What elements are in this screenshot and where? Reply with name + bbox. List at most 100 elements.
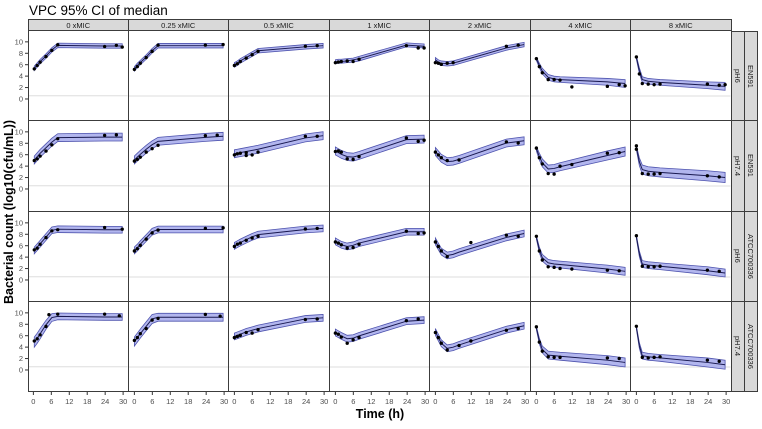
panel-canvas <box>530 146 630 187</box>
observation-point <box>705 174 710 178</box>
panel-canvas <box>329 42 429 97</box>
observation-point <box>451 60 455 65</box>
observation-point <box>569 266 574 271</box>
observation-point <box>557 355 562 359</box>
ci-ribbon <box>33 312 123 349</box>
observation-point <box>114 43 119 48</box>
observation-point <box>102 225 107 229</box>
observation-point <box>356 57 361 61</box>
vpc-panel-row2-col3 <box>229 121 330 212</box>
observation-point <box>149 49 154 54</box>
observation-point <box>244 238 248 242</box>
ci-ribbon <box>635 145 726 184</box>
observation-point <box>132 159 136 164</box>
observation-point <box>557 78 562 82</box>
observation-point <box>504 140 509 144</box>
x-axis-canvas: 0 6 12 18 24 30 <box>433 392 529 406</box>
observation-point <box>135 335 139 340</box>
observation-point <box>540 349 544 353</box>
x-tick-label: 0 <box>433 397 437 406</box>
observation-point <box>336 332 340 336</box>
y-tick-label: 6 <box>19 331 23 340</box>
observation-point <box>155 143 160 148</box>
x-tick-label: 24 <box>704 397 712 406</box>
observation-point <box>433 330 438 334</box>
facet-grid: 0 xMIC 0.25 xMIC 0.5 xMIC 1 xMIC 2 xMIC … <box>0 19 758 408</box>
observation-point <box>646 355 650 360</box>
x-axis-canvas: 0 6 12 18 24 30 <box>333 392 429 406</box>
observation-point <box>345 341 349 345</box>
ci-ribbon <box>133 312 224 347</box>
y-tick-label: 4 <box>19 342 23 351</box>
observation-point <box>203 226 207 230</box>
facet-col-strip-05xmic: 0.5 xMIC <box>229 19 330 31</box>
ci-ribbon <box>233 313 324 341</box>
x-axis-canvas: 0 6 12 18 24 30 <box>534 392 630 406</box>
vpc-panel-row4-col5 <box>430 301 531 392</box>
observation-point <box>44 54 48 59</box>
ci-ribbon <box>33 224 123 255</box>
observation-point <box>439 341 443 345</box>
observation-point <box>537 156 541 160</box>
vpc-panel-row1-col3 <box>229 31 330 122</box>
grid-corner <box>0 19 28 31</box>
observation-point <box>617 82 621 87</box>
x-tick-label: 12 <box>668 397 676 406</box>
x-tick-label: 30 <box>621 397 629 406</box>
x-tick-label: 18 <box>385 397 393 406</box>
vpc-panel-row4-col1 <box>28 301 129 392</box>
observation-point <box>421 138 426 143</box>
observation-point <box>540 162 544 166</box>
observation-point <box>634 324 639 328</box>
observation-point <box>551 77 556 82</box>
observation-point <box>56 227 60 231</box>
facet-col-label: 4 xMIC <box>568 20 593 30</box>
observation-point <box>333 331 337 335</box>
observation-point <box>646 264 650 268</box>
median-line <box>334 138 424 158</box>
observation-point <box>232 335 237 340</box>
observation-point <box>504 328 509 332</box>
observation-point <box>56 312 60 316</box>
observation-point <box>244 330 248 334</box>
observation-point <box>238 240 242 245</box>
ci-ribbon <box>133 225 224 255</box>
panel-canvas <box>631 144 731 187</box>
x-tick-label: 0 <box>232 397 236 406</box>
facet-row-strip-ph-2: pH7.4 <box>731 121 745 212</box>
observation-point <box>244 154 248 158</box>
y-tick-label: 0 <box>19 275 23 284</box>
x-axis-canvas: 0 6 12 18 24 30 <box>31 392 127 406</box>
y-tick-label: 4 <box>19 252 23 261</box>
observation-point <box>238 333 242 337</box>
observation-point <box>433 239 438 244</box>
observation-point <box>646 172 650 177</box>
y-tick-label: 8 <box>19 139 23 148</box>
x-tick-label: 6 <box>49 397 53 406</box>
observation-point <box>244 151 248 155</box>
observation-point <box>232 244 237 248</box>
observation-point <box>50 48 54 53</box>
observation-point <box>436 335 441 340</box>
observation-point <box>135 157 139 162</box>
observation-point <box>617 151 621 155</box>
observation-point <box>540 257 544 262</box>
observation-point <box>622 84 627 88</box>
ci-ribbon <box>535 235 626 276</box>
x-tick-label: 0 <box>634 397 638 406</box>
panel-canvas <box>229 224 329 277</box>
vpc-panel-row1-col2 <box>128 31 229 122</box>
observation-point <box>537 340 541 344</box>
observation-point <box>433 60 438 65</box>
median-line <box>635 57 726 87</box>
observation-point <box>117 313 121 318</box>
vpc-panel-row4-col7 <box>631 301 732 392</box>
median-line <box>33 136 123 161</box>
facet-col-strip-025xmic: 0.25 xMIC <box>128 19 229 31</box>
y-axis-canvas: 0 2 4 6 8 10 <box>15 218 28 284</box>
panel-canvas <box>29 133 128 187</box>
x-axis-col1: 0 6 12 18 24 30 <box>28 392 129 408</box>
vpc-panel-row2-col2 <box>128 121 229 212</box>
observation-point <box>50 143 54 147</box>
facet-col-label: 0 xMIC <box>66 20 91 30</box>
